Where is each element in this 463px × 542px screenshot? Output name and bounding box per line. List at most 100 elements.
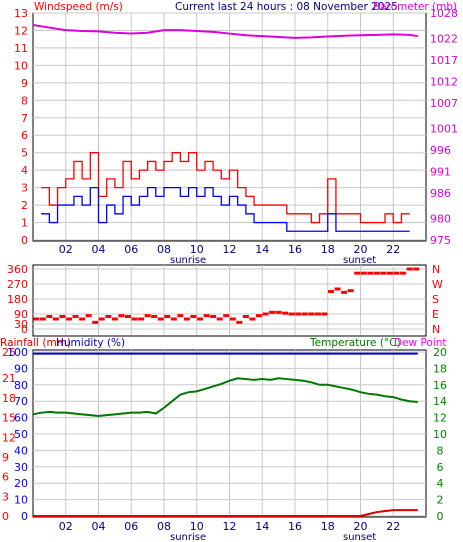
- humidity-tick-label: 10: [14, 494, 28, 507]
- wind-x-ticks: 02 04 06 08 10 12 14 16 18 20 22: [59, 243, 401, 256]
- direction-point: [197, 317, 204, 321]
- x-tick-label: 04: [92, 243, 106, 256]
- direction-point: [236, 320, 243, 324]
- direction-point: [72, 315, 79, 318]
- temperature-tick-label: 4: [437, 477, 444, 490]
- windspeed-tick-label: 5: [21, 147, 28, 160]
- barometer-tick-label: 1022: [430, 33, 458, 46]
- direction-point: [124, 315, 131, 318]
- direction-point: [269, 310, 276, 314]
- x-tick-label: 14: [255, 243, 269, 256]
- x-tick-label: 16: [288, 243, 302, 256]
- direction-point: [328, 290, 335, 293]
- barometer-tick-label: 1001: [430, 123, 458, 136]
- x-tick-label: 12: [223, 520, 237, 533]
- x-tick-label: 22: [386, 520, 400, 533]
- direction-point: [380, 271, 387, 275]
- rainfall-tick-label: 18: [2, 392, 16, 405]
- direction-point: [393, 271, 400, 275]
- temp-series: [32, 352, 418, 517]
- humidity-ticks: 0 10 20 30 40 50 60 70 80 90 100: [7, 346, 28, 523]
- direction-point: [288, 312, 295, 316]
- degree-tick-label: 30: [14, 318, 28, 331]
- humidity-tick-label: 20: [14, 477, 28, 490]
- barometer-ticks: 975 980 986 991 996 1001 1007 1012 1017 1022 1028: [430, 7, 458, 247]
- windspeed-tick-label: 3: [21, 182, 28, 195]
- direction-point: [183, 317, 190, 321]
- windspeed-tick-label: 11: [14, 42, 28, 55]
- windspeed-tick-label: 6: [21, 129, 28, 142]
- temperature-axis-title: Temperature (°C): [309, 337, 401, 349]
- direction-point: [386, 271, 393, 275]
- direction-point: [131, 317, 138, 321]
- direction-point: [282, 311, 289, 315]
- rainfall-tick-label: 25: [2, 346, 16, 359]
- x-tick-label: 18: [321, 243, 335, 256]
- rainfall-ticks: 0 3 6 9 12 15 18 21 25: [2, 346, 16, 523]
- temp-x-ticks: 02 04 06 08 10 12 14 16 18 20 22: [59, 520, 401, 533]
- direction-point: [334, 287, 341, 291]
- barometer-axis-title: Barometer (mb): [373, 1, 457, 13]
- barometer-tick-label: 975: [430, 234, 451, 247]
- direction-point: [46, 315, 53, 318]
- direction-point: [52, 317, 59, 321]
- barometer-tick-label: 1012: [430, 76, 458, 89]
- direction-point: [223, 314, 230, 318]
- humidity-tick-label: 80: [14, 379, 28, 392]
- windspeed-tick-label: 2: [21, 199, 28, 212]
- rainfall-tick-label: 9: [2, 451, 9, 464]
- degree-tick-label: 180: [7, 293, 28, 306]
- direction-point: [308, 312, 315, 316]
- temperature-tick-label: 2: [437, 494, 444, 507]
- direction-point: [413, 267, 420, 271]
- rainfall-axis-title: Rainfall (mm): [0, 337, 71, 349]
- direction-point: [105, 315, 112, 318]
- direction-point: [262, 312, 269, 316]
- wind-series: [32, 24, 418, 232]
- direction-point: [321, 312, 328, 316]
- barometer-tick-label: 996: [430, 144, 451, 157]
- barometer-tick-label: 1028: [430, 7, 458, 20]
- x-tick-label: 10: [190, 243, 204, 256]
- direction-point: [216, 317, 223, 321]
- temperature-tick-label: 0: [437, 510, 444, 523]
- compass-tick-label: S: [432, 293, 439, 306]
- x-tick-label: 18: [321, 520, 335, 533]
- direction-point: [66, 317, 73, 321]
- direction-point: [229, 317, 236, 321]
- barometer-tick-label: 986: [430, 187, 451, 200]
- compass-tick-label: N: [432, 263, 440, 276]
- sunset-label-top: sunset: [343, 255, 376, 266]
- x-tick-label: 08: [157, 243, 171, 256]
- direction-point: [295, 312, 302, 316]
- direction-point: [354, 271, 361, 275]
- barometer-line: [32, 24, 418, 39]
- gust-line: [41, 152, 410, 224]
- compass-tick-label: N: [432, 323, 440, 336]
- direction-points: [33, 267, 420, 324]
- x-tick-label: 12: [223, 243, 237, 256]
- direction-point: [85, 314, 92, 318]
- windspeed-tick-label: 13: [14, 7, 28, 20]
- x-tick-label: 04: [92, 520, 106, 533]
- sunset-label-bottom: sunset: [343, 532, 376, 542]
- temperature-tick-label: 14: [433, 395, 447, 408]
- direction-point: [98, 317, 105, 321]
- x-tick-label: 02: [59, 520, 73, 533]
- direction-point: [39, 317, 46, 321]
- direction-point: [59, 315, 66, 318]
- rainfall-tick-label: 3: [2, 490, 9, 503]
- temperature-line: [32, 377, 418, 417]
- barometer-tick-label: 991: [430, 165, 451, 178]
- temperature-tick-label: 12: [433, 412, 447, 425]
- direction-point: [341, 290, 348, 294]
- windspeed-tick-label: 4: [21, 164, 28, 177]
- direction-point: [210, 315, 217, 318]
- direction-point: [33, 317, 40, 321]
- dewpoint-title: Dew Point: [394, 337, 447, 349]
- direction-point: [177, 314, 184, 318]
